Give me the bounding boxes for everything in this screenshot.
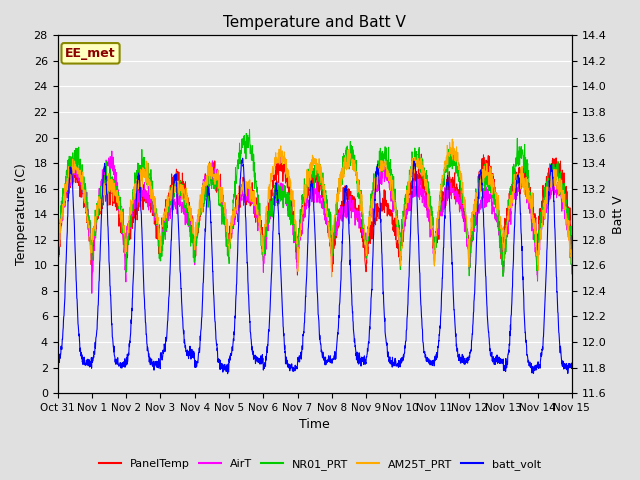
Y-axis label: Temperature (C): Temperature (C) bbox=[15, 163, 28, 265]
Text: EE_met: EE_met bbox=[65, 47, 116, 60]
Legend: PanelTemp, AirT, NR01_PRT, AM25T_PRT, batt_volt: PanelTemp, AirT, NR01_PRT, AM25T_PRT, ba… bbox=[94, 455, 546, 474]
Title: Temperature and Batt V: Temperature and Batt V bbox=[223, 15, 406, 30]
Y-axis label: Batt V: Batt V bbox=[612, 195, 625, 234]
X-axis label: Time: Time bbox=[300, 419, 330, 432]
